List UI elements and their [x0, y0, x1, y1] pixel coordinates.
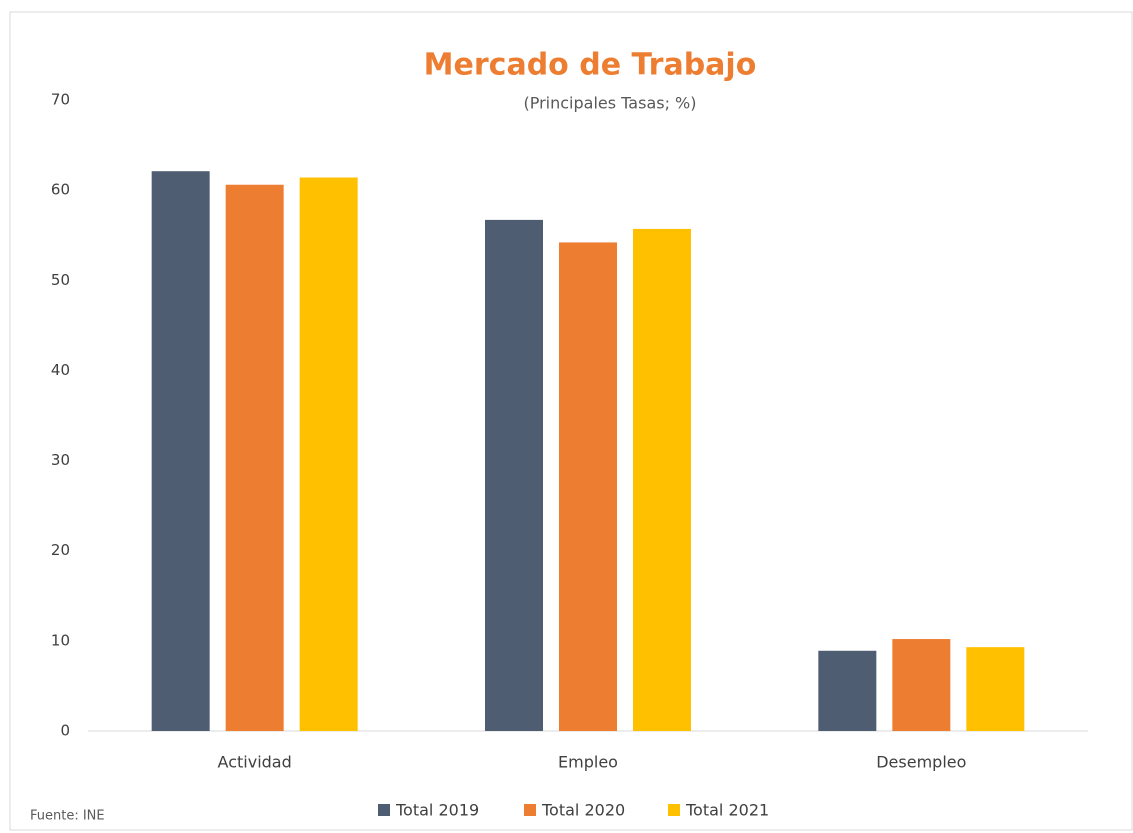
bar — [151, 171, 210, 731]
bar — [299, 177, 358, 732]
legend-swatch — [378, 804, 390, 816]
legend-swatch — [524, 804, 536, 816]
bar — [633, 228, 691, 731]
legend-label: Total 2020 — [541, 801, 625, 820]
bar — [559, 242, 617, 731]
y-tick-label: 60 — [51, 181, 70, 199]
chart-title: Mercado de Trabajo — [424, 48, 757, 83]
bar — [892, 639, 951, 731]
y-tick-label: 70 — [51, 91, 70, 109]
x-tick-label: Actividad — [218, 753, 292, 772]
y-tick-label: 20 — [51, 541, 70, 559]
source-note: Fuente: INE — [30, 809, 105, 824]
bar — [966, 647, 1025, 731]
legend-label: Total 2019 — [395, 801, 479, 820]
chart-subtitle: (Principales Tasas; %) — [523, 94, 696, 113]
y-tick-label: 40 — [51, 361, 70, 379]
y-tick-label: 30 — [51, 451, 70, 469]
y-tick-label: 0 — [60, 722, 70, 740]
x-tick-label: Empleo — [558, 753, 618, 772]
bar — [818, 650, 877, 731]
legend-label: Total 2021 — [685, 801, 769, 820]
legend-swatch — [668, 804, 680, 816]
x-tick-label: Desempleo — [876, 753, 966, 772]
bar — [485, 219, 543, 731]
bar — [225, 184, 284, 732]
y-tick-label: 50 — [51, 271, 70, 289]
y-tick-label: 10 — [51, 631, 70, 649]
